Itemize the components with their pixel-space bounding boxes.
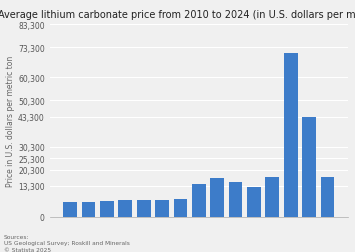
Bar [229,182,242,217]
Bar [82,202,95,217]
Bar [137,200,151,217]
Bar [321,178,334,217]
Text: Sources:
US Geological Survey; Roskill and Minerals
© Statista 2025: Sources: US Geological Survey; Roskill a… [4,234,130,252]
Bar [247,187,261,217]
Bar [155,201,169,217]
Title: Average lithium carbonate price from 2010 to 2024 (in U.S. dollars per metric to: Average lithium carbonate price from 201… [0,10,355,20]
Bar [63,202,77,217]
Bar [100,201,114,217]
Y-axis label: Price in U.S. dollars per metric ton: Price in U.S. dollars per metric ton [6,56,15,186]
Bar [266,178,279,217]
Bar [174,200,187,217]
Bar [192,184,206,217]
Bar [210,179,224,217]
Bar [302,118,316,217]
Bar [118,200,132,217]
Bar [284,53,297,217]
